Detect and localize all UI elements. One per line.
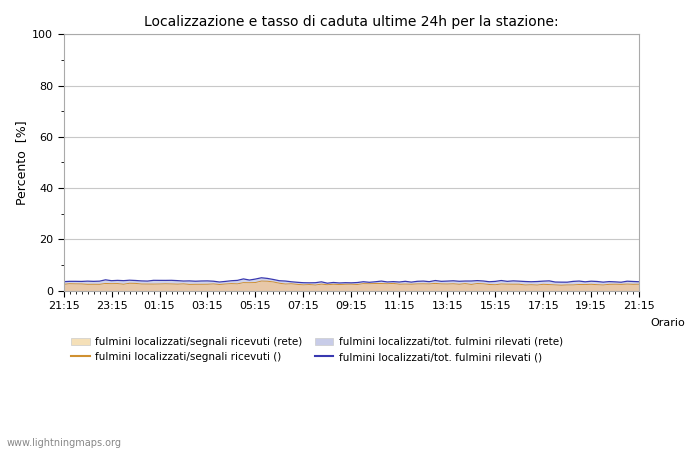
Legend: fulmini localizzati/segnali ricevuti (rete), fulmini localizzati/segnali ricevut: fulmini localizzati/segnali ricevuti (re… (71, 337, 563, 362)
Y-axis label: Percento  [%]: Percento [%] (15, 120, 28, 205)
Text: www.lightningmaps.org: www.lightningmaps.org (7, 438, 122, 448)
Title: Localizzazione e tasso di caduta ultime 24h per la stazione:: Localizzazione e tasso di caduta ultime … (144, 15, 559, 29)
Text: Orario: Orario (650, 319, 685, 328)
